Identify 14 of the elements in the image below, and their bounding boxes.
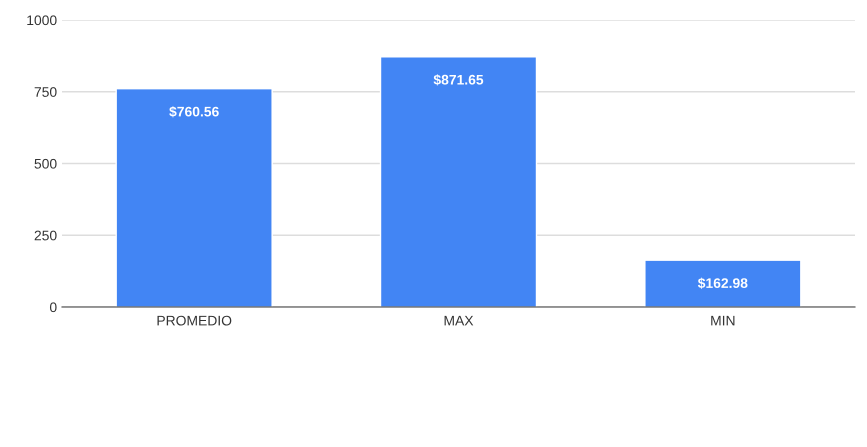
x-tick-label: MIN bbox=[711, 316, 734, 326]
data-label: $760.56 bbox=[169, 106, 219, 118]
data-label: $162.98 bbox=[698, 278, 748, 289]
bar bbox=[380, 56, 538, 307]
y-tick-label: 0 bbox=[50, 302, 57, 312]
bar bbox=[644, 260, 802, 307]
data-label: $871.65 bbox=[434, 74, 484, 86]
y-tick-label: 500 bbox=[34, 158, 57, 169]
x-tick-label: PROMEDIO bbox=[157, 316, 232, 326]
y-tick-label: 1000 bbox=[27, 15, 57, 26]
y-tick-label: 750 bbox=[34, 87, 57, 97]
y-tick-label: 250 bbox=[34, 230, 57, 240]
x-tick-label: MAX bbox=[444, 316, 474, 326]
bar bbox=[115, 88, 273, 307]
